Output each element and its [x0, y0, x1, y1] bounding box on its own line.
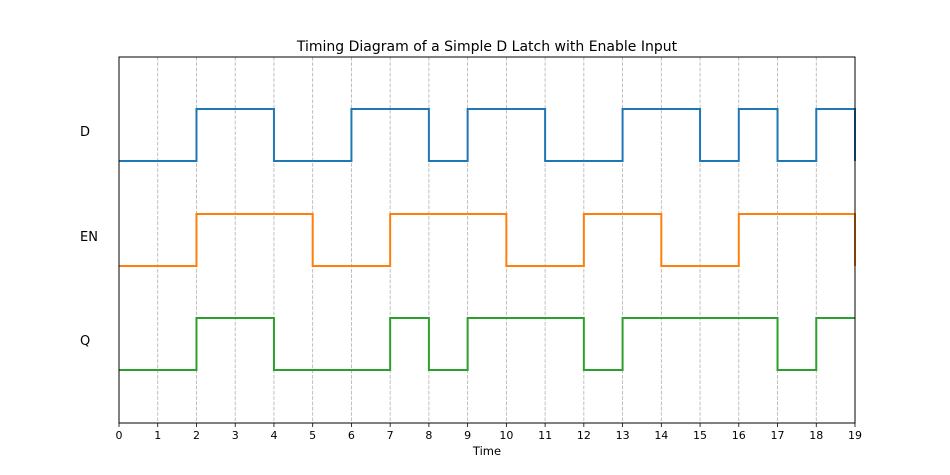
- x-tick-label: 7: [387, 429, 394, 442]
- x-tick-label: 15: [693, 429, 707, 442]
- x-axis-ticks: 0 1 2 3 4 5 6 7 8 9 10 11 12 13 14 15 16 17 18 19: [116, 423, 862, 442]
- x-tick-label: 10: [499, 429, 513, 442]
- signal-label-en: EN: [80, 230, 98, 245]
- signal-trace-en: [119, 213, 856, 267]
- x-tick-label: 8: [425, 429, 432, 442]
- x-tick-label: 14: [654, 429, 668, 442]
- x-tick-label: 11: [538, 429, 552, 442]
- x-tick-label: 2: [193, 429, 200, 442]
- x-tick-label: 18: [809, 429, 823, 442]
- signal-label-d: D: [80, 125, 90, 140]
- signal-trace-q: [119, 317, 855, 371]
- x-tick-label: 12: [577, 429, 591, 442]
- x-tick-label: 6: [348, 429, 355, 442]
- x-tick-label: 5: [309, 429, 316, 442]
- x-tick-label: 9: [464, 429, 471, 442]
- plot-frame: [118, 56, 856, 424]
- x-tick-label: 1: [154, 429, 161, 442]
- signal-trace-d: [119, 108, 856, 162]
- signal-traces: [119, 108, 856, 371]
- x-tick-label: 16: [732, 429, 746, 442]
- x-tick-label: 0: [116, 429, 123, 442]
- signal-labels: D EN Q: [80, 125, 98, 349]
- x-tick-label: 17: [771, 429, 785, 442]
- x-tick-label: 13: [616, 429, 630, 442]
- x-axis-label: Time: [472, 444, 501, 458]
- chart-title: Timing Diagram of a Simple D Latch with …: [296, 39, 678, 55]
- x-tick-label: 4: [270, 429, 277, 442]
- x-tick-label: 3: [232, 429, 239, 442]
- signal-label-q: Q: [80, 334, 90, 349]
- x-tick-label: 19: [848, 429, 862, 442]
